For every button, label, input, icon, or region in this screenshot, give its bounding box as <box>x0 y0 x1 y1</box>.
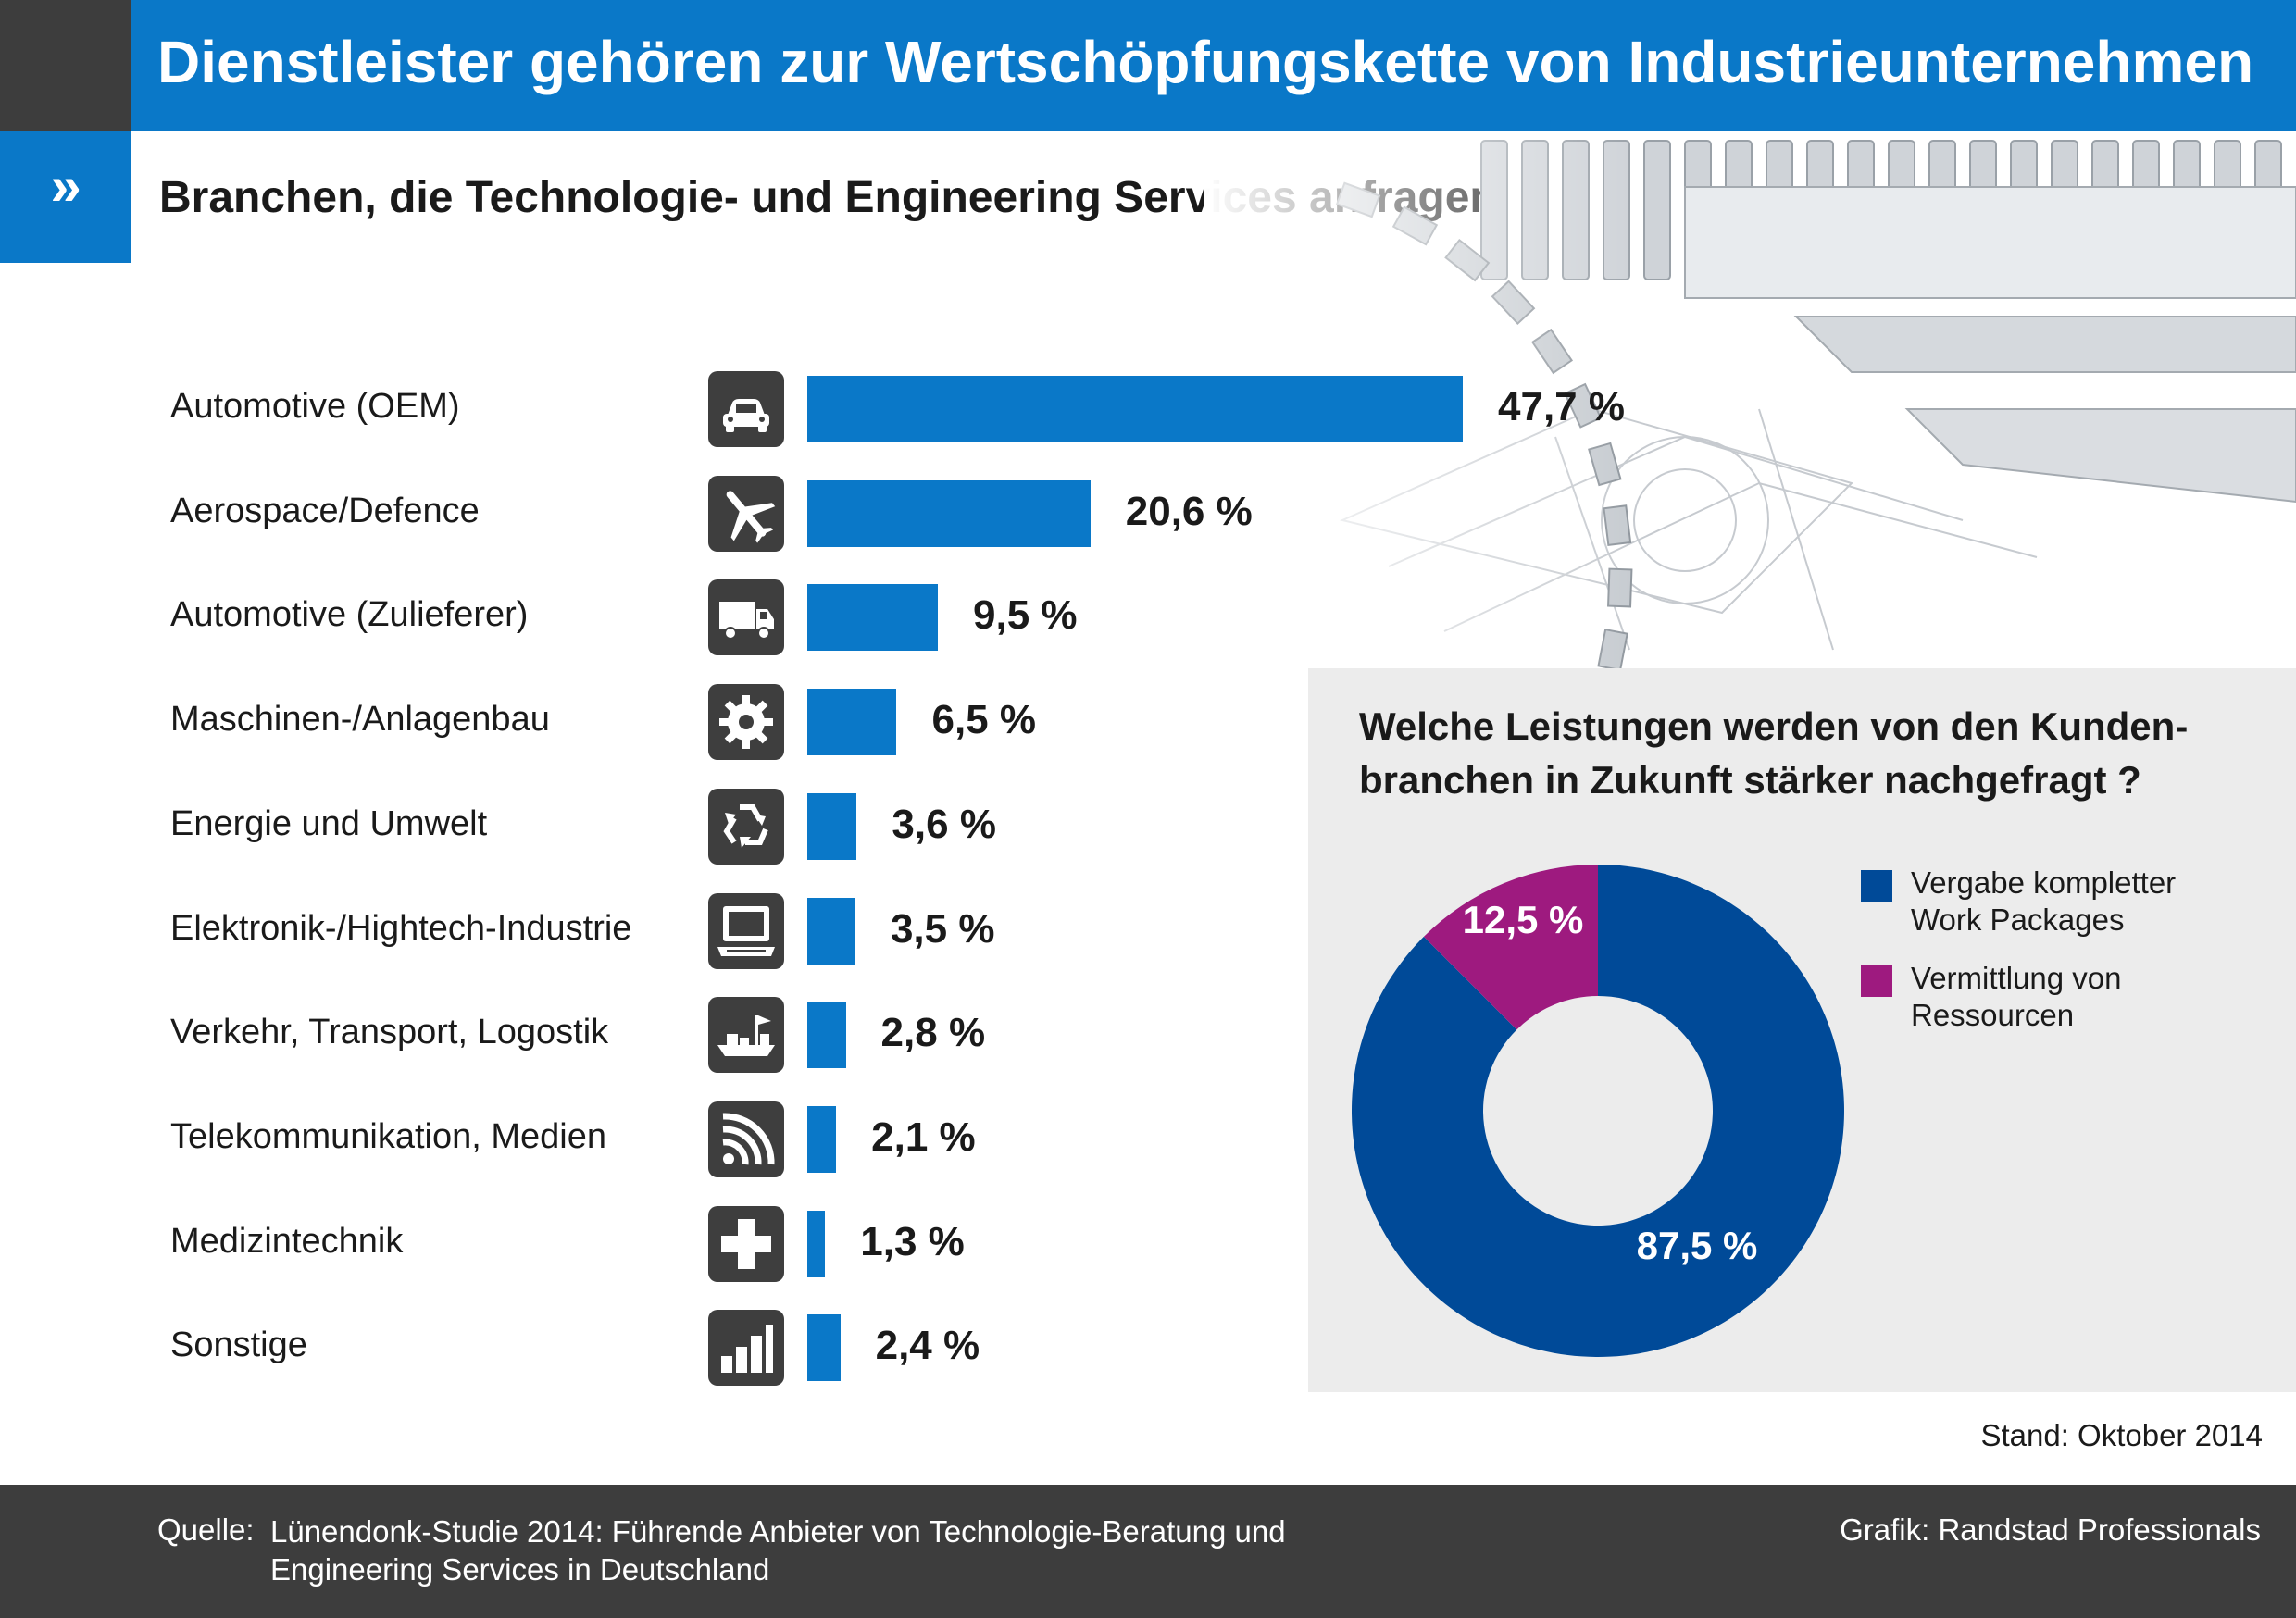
bar-value-label: 6,5 % <box>931 697 1036 743</box>
bar-value-label: 47,7 % <box>1498 384 1625 429</box>
source-line2: Engineering Services in Deutschland <box>270 1552 770 1587</box>
bar <box>807 376 1463 442</box>
graphic-credit: Grafik: Randstad Professionals <box>1840 1512 2261 1547</box>
donut-value-label: 12,5 % <box>1463 898 1584 941</box>
legend-swatch-ressourcen <box>1861 965 1892 997</box>
gear-icon <box>708 684 784 761</box>
category-label: Elektronik-/Hightech-Industrie <box>170 908 632 948</box>
category-label: Sonstige <box>170 1326 307 1365</box>
bar-value-label: 2,1 % <box>871 1114 976 1160</box>
bar <box>807 1314 841 1382</box>
bar <box>807 1105 837 1173</box>
medical-cross-icon <box>708 1205 784 1282</box>
bar <box>807 1002 846 1069</box>
bar <box>807 1210 826 1277</box>
legend-label-work-packages: Vergabe kompletter Work Packages <box>1911 865 2281 939</box>
bar-value-label: 9,5 % <box>973 592 1078 639</box>
donut-slice <box>1423 865 1598 1030</box>
bar-chart-icon <box>708 1310 784 1387</box>
date-stamp: Stand: Oktober 2014 <box>1980 1418 2263 1452</box>
bar-value-label: 20,6 % <box>1125 488 1253 534</box>
bar-value-label: 3,5 % <box>890 905 995 952</box>
legend-line: Vergabe kompletter <box>1911 865 2177 900</box>
donut-question-line1: Welche Leistungen werden von den Kunden- <box>1359 704 2189 748</box>
chevron-icon: » <box>50 155 81 217</box>
header-bar <box>131 0 2296 131</box>
computer-icon <box>708 892 784 969</box>
footer-bar <box>0 1485 2296 1618</box>
source-text: Lünendonk-Studie 2014: Führende Anbieter… <box>270 1512 1474 1588</box>
airplane-icon <box>708 475 784 552</box>
bar-value-label: 2,4 % <box>875 1323 980 1369</box>
gears-background-image <box>1204 131 2296 668</box>
bar <box>807 792 857 860</box>
category-label: Telekommunikation, Medien <box>170 1116 607 1156</box>
category-label: Maschinen-/Anlagenbau <box>170 700 550 740</box>
recycle-icon <box>708 788 784 865</box>
bar <box>807 479 1091 547</box>
chevron-box <box>0 131 131 263</box>
header-dark-block <box>0 0 131 131</box>
bar-value-label: 1,3 % <box>860 1218 965 1264</box>
page-title: Dienstleister gehören zur Wertschöpfungs… <box>157 29 2254 95</box>
source-label: Quelle: <box>157 1512 255 1547</box>
category-label: Energie und Umwelt <box>170 803 488 843</box>
legend-swatch-work-packages <box>1861 870 1892 902</box>
legend-line: Ressourcen <box>1911 998 2075 1032</box>
donut-question-line2: branchen in Zukunft stärker nachgefragt … <box>1359 758 2141 802</box>
donut-chart: 87,5 % 12,5 % <box>1352 865 1844 1357</box>
category-label: Automotive (Zulieferer) <box>170 595 529 635</box>
truck-icon <box>708 579 784 656</box>
bar-value-label: 2,8 % <box>880 1010 986 1056</box>
bar <box>807 897 855 965</box>
legend-label-ressourcen: Vermittlung von Ressourcen <box>1911 960 2281 1034</box>
category-label: Aerospace/Defence <box>170 491 480 530</box>
donut-question: Welche Leistungen werden von den Kunden-… <box>1359 700 2239 807</box>
source-line1: Lünendonk-Studie 2014: Führende Anbieter… <box>270 1514 1286 1549</box>
bar-value-label: 3,6 % <box>892 801 996 847</box>
category-label: Automotive (OEM) <box>170 387 460 426</box>
car-icon <box>708 371 784 447</box>
bar <box>807 689 897 756</box>
donut-value-label: 87,5 % <box>1637 1224 1758 1267</box>
category-label: Verkehr, Transport, Logostik <box>170 1013 609 1052</box>
ship-icon <box>708 997 784 1074</box>
wifi-icon <box>708 1101 784 1177</box>
bar <box>807 584 938 652</box>
legend-line: Vermittlung von <box>1911 961 2122 995</box>
legend-line: Work Packages <box>1911 902 2125 937</box>
category-label: Medizintechnik <box>170 1221 404 1261</box>
